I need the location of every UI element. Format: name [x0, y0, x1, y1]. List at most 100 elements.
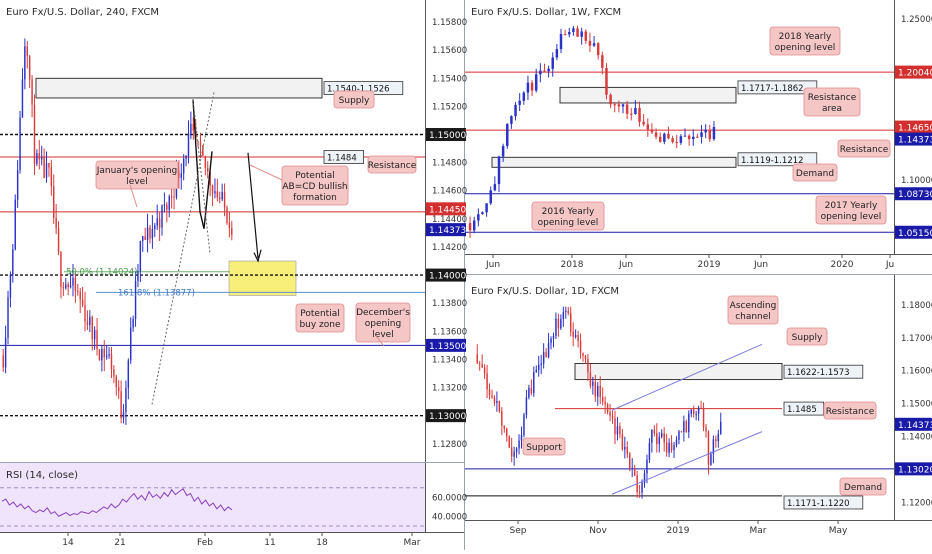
candle-body — [108, 354, 110, 356]
candle-body — [231, 227, 233, 236]
candle-body — [491, 395, 493, 398]
yearly-2017-callout-text: opening level — [821, 212, 882, 222]
x-tick-label: Jun — [753, 260, 768, 270]
candle-body — [93, 329, 96, 340]
candle-body — [567, 311, 569, 314]
candle-body — [594, 381, 597, 397]
candle-body — [700, 407, 702, 409]
chart-title: Euro Fx/U.S. Dollar, 1D, FXCM — [471, 286, 619, 297]
candle-body — [38, 153, 41, 160]
candle-body — [69, 285, 72, 288]
candle-body — [720, 421, 722, 434]
candle-body — [624, 446, 626, 450]
candle-body — [572, 28, 575, 33]
candle-body — [105, 355, 108, 358]
buy-zone — [228, 260, 297, 296]
resistance-callout-text: Resistance — [368, 161, 417, 171]
y-tick-label: 1.14000 — [901, 433, 932, 443]
candle-body — [84, 305, 86, 322]
candle-body — [629, 453, 631, 469]
candle-body — [540, 363, 542, 365]
candle-body — [134, 281, 137, 319]
candle-body — [712, 439, 715, 454]
candle-body — [16, 170, 19, 200]
candle-body — [614, 418, 616, 435]
candle-body — [530, 387, 533, 394]
yearly-2018-callout-text: 2018 Yearly — [779, 32, 832, 42]
candle-body — [163, 204, 166, 206]
rsi-tick-label: 60.0000 — [432, 493, 467, 503]
candle-body — [72, 277, 74, 286]
supply-zone — [35, 77, 323, 99]
candle-body — [510, 116, 513, 124]
candle-body — [557, 318, 560, 329]
candle-body — [96, 329, 98, 350]
candle-body — [683, 135, 687, 137]
price-label: 1.15000 — [429, 131, 466, 141]
price-axis: 1.18000 1.17000 1.16000 1.15000 1.14000 1.130… — [901, 301, 932, 509]
candle-body — [62, 286, 65, 289]
candle-body — [609, 94, 612, 105]
candle-body — [565, 311, 567, 313]
projection-arrow — [247, 152, 259, 259]
candle-body — [156, 218, 158, 226]
candle-body — [36, 153, 38, 164]
candle-body — [522, 92, 526, 101]
resistance-area-callout-text: area — [822, 104, 842, 114]
demand-tag-bg — [783, 495, 864, 510]
price-label: 1.14650 — [898, 124, 932, 134]
resistance-callout-text: Resistance — [840, 145, 889, 155]
candle-body — [673, 445, 675, 450]
y-tick-label: 1.13600 — [432, 327, 467, 337]
x-tick-label: 2019 — [667, 526, 690, 536]
candle-body — [692, 409, 695, 415]
candle-body — [110, 354, 113, 370]
candle-body — [630, 113, 633, 115]
candle-body — [582, 352, 584, 357]
candle-body — [202, 145, 204, 156]
resistance-callout-box — [837, 139, 891, 158]
price-label: 1.13000 — [429, 412, 466, 422]
candle-body — [515, 448, 518, 452]
candles — [476, 306, 722, 499]
candle-body — [489, 190, 492, 204]
resistance-callout-text: Resistance — [826, 407, 875, 417]
candle-body — [2, 355, 4, 368]
y-tick-label: 1.15600 — [432, 46, 467, 56]
plot-area — [0, 0, 425, 462]
ab-leg-a — [192, 99, 205, 229]
x-tick-label: Mar — [404, 538, 421, 548]
yearly-2017-callout-box — [815, 195, 887, 225]
candle-body — [700, 132, 703, 137]
candle-body — [65, 284, 67, 289]
resistance-area-callout-text: Resistance — [808, 93, 857, 103]
candle-body — [680, 431, 683, 433]
candle-body — [506, 428, 508, 437]
x-tick-label: Sep — [510, 526, 527, 536]
price-label: 1.13020 — [898, 465, 932, 475]
candle-body — [539, 70, 542, 75]
x-tick-label: 2020 — [831, 260, 854, 270]
candle-body — [671, 138, 674, 143]
resistance-tag: 1.1484 — [327, 154, 357, 164]
candle-body — [547, 68, 550, 72]
supply-callout-box — [786, 327, 828, 346]
price-label-bg — [895, 65, 932, 79]
december-callout-text: December's — [356, 308, 410, 318]
candle-body — [472, 220, 476, 231]
candle-body — [221, 192, 223, 200]
candle-body — [496, 401, 498, 403]
price-label: 1.20040 — [898, 69, 932, 79]
rsi-background — [0, 463, 425, 532]
y-tick-label: 1.12800 — [432, 440, 467, 450]
candle-body — [488, 389, 491, 396]
candle-body — [7, 297, 9, 338]
candle-body — [477, 214, 480, 221]
candle-body — [493, 184, 497, 191]
candle-body — [101, 348, 103, 361]
candle-body — [60, 251, 62, 287]
rsi-title: RSI (14, close) — [6, 470, 78, 481]
supply-callout-box — [333, 90, 375, 109]
candle-body — [518, 440, 520, 449]
